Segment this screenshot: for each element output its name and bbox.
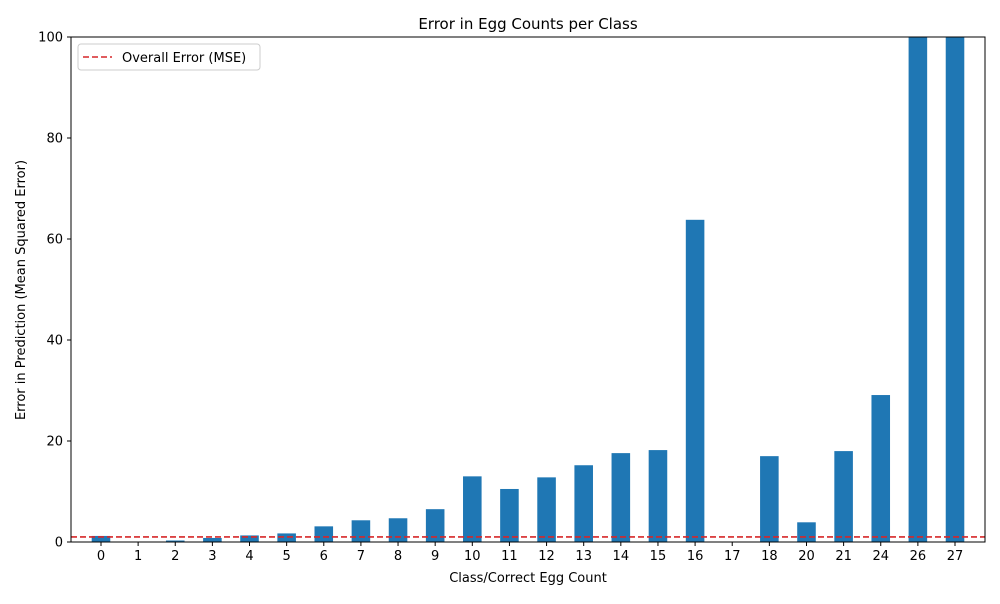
x-tick-label-20: 20: [798, 549, 815, 564]
bar-15: [648, 450, 668, 542]
legend-box: [77, 43, 261, 71]
plot-frame: [70, 36, 986, 543]
x-tick-label-2: 2: [171, 549, 179, 564]
x-tick-label-15: 15: [650, 549, 667, 564]
legend-label: Overall Error (MSE): [122, 51, 246, 66]
legend: Overall Error (MSE): [77, 43, 261, 71]
x-tick-label-27: 27: [947, 549, 964, 564]
bar-2: [165, 540, 185, 542]
y-tick-label-60: 60: [46, 233, 63, 248]
bar-9: [425, 509, 445, 542]
x-tick-label-6: 6: [320, 549, 328, 564]
bar-14: [611, 453, 631, 542]
bar-12: [537, 477, 556, 542]
bar-20: [797, 522, 816, 542]
bar-13: [574, 465, 593, 542]
x-tick-label-12: 12: [538, 549, 555, 564]
x-tick-label-9: 9: [431, 549, 439, 564]
y-axis: 0 20 40 60 80 100: [38, 31, 71, 551]
bar-21: [834, 451, 853, 542]
y-tick-label-100: 100: [38, 31, 63, 46]
bar-11: [500, 488, 519, 542]
x-tick-label-17: 17: [724, 549, 741, 564]
x-tick-label-21: 21: [835, 549, 852, 564]
bar-10: [463, 476, 482, 542]
bar-6: [314, 526, 334, 542]
bar-4: [240, 535, 259, 542]
bars-group: [91, 37, 965, 542]
bar-7: [351, 520, 371, 542]
bar-0: [91, 535, 111, 542]
bar-8: [388, 518, 408, 542]
x-tick-label-1: 1: [134, 549, 142, 564]
x-tick-label-26: 26: [910, 549, 927, 564]
x-tick-label-11: 11: [501, 549, 518, 564]
x-tick-label-24: 24: [872, 549, 889, 564]
bar-3: [203, 537, 222, 542]
y-tick-label-80: 80: [46, 132, 63, 147]
y-axis-label: Error in Prediction (Mean Squared Error): [14, 160, 29, 420]
x-tick-label-5: 5: [283, 549, 291, 564]
bar-27: [945, 37, 965, 542]
x-tick-label-3: 3: [208, 549, 216, 564]
bar-18: [760, 456, 779, 542]
x-tick-label-4: 4: [245, 549, 253, 564]
bar-26: [908, 37, 928, 542]
x-tick-label-18: 18: [761, 549, 778, 564]
x-tick-label-0: 0: [97, 549, 105, 564]
y-tick-label-40: 40: [46, 334, 63, 349]
x-tick-label-13: 13: [575, 549, 592, 564]
x-tick-label-7: 7: [357, 549, 365, 564]
x-tick-label-14: 14: [613, 549, 630, 564]
x-axis-label: Class/Correct Egg Count: [449, 571, 607, 586]
y-tick-label-20: 20: [46, 435, 63, 450]
x-tick-label-10: 10: [464, 549, 481, 564]
x-tick-label-16: 16: [687, 549, 704, 564]
x-axis: 0 1 2 3 4 5 6 7 8 9 10 11 12 13 14 15 16 17 18 20 21 24 26 27: [97, 542, 963, 564]
x-tick-label-8: 8: [394, 549, 402, 564]
y-tick-label-0: 0: [55, 536, 63, 551]
chart-title: Error in Egg Counts per Class: [418, 15, 638, 33]
bar-5: [277, 533, 296, 542]
bar-16: [685, 219, 705, 542]
bar-24: [871, 395, 891, 542]
